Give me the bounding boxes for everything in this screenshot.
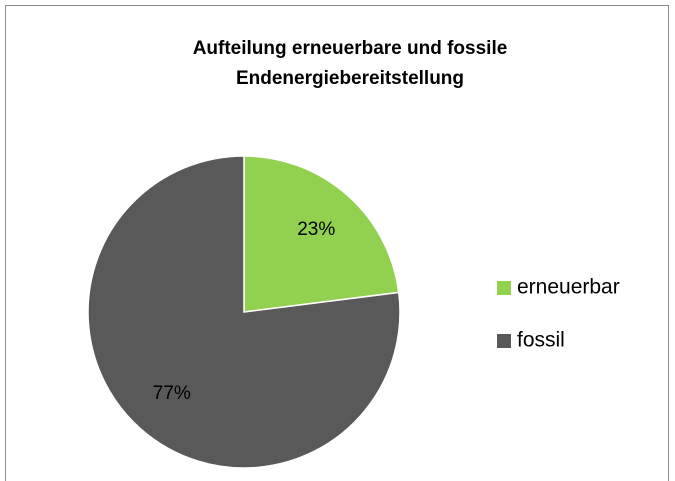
pie-slice bbox=[243, 155, 400, 313]
chart-title: Aufteilung erneuerbare und fossile Enden… bbox=[192, 38, 508, 89]
legend-swatch bbox=[497, 334, 511, 348]
data-label: 77% bbox=[153, 383, 191, 404]
legend-swatch bbox=[497, 281, 511, 295]
legend-label: erneuerbar bbox=[517, 276, 620, 299]
legend-label: fossil bbox=[517, 329, 565, 352]
chart-border bbox=[5, 5, 669, 481]
pie-slice bbox=[87, 155, 401, 469]
data-label: 23% bbox=[297, 219, 335, 240]
